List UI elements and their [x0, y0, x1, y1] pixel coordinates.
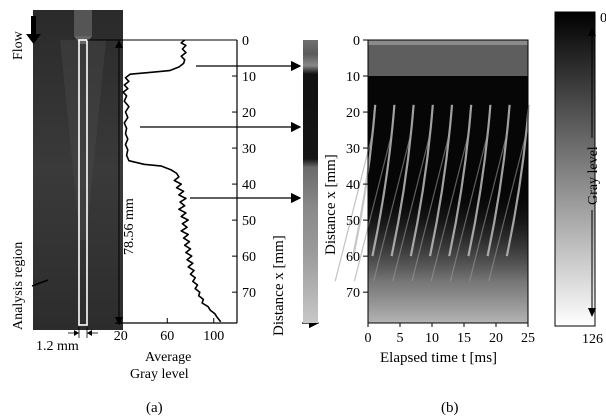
transfer-arrows: [140, 60, 320, 329]
flow-label: Flow: [11, 30, 26, 60]
profile-y-tick-label: 20: [242, 106, 256, 121]
map-streak-shadow: [373, 134, 412, 282]
gray-level-strip: [303, 40, 318, 323]
map-streak-shadow: [353, 134, 392, 282]
profile-x-tick-label: 100: [203, 329, 224, 344]
map-x-ticks: 0 5 10 15 20 25: [365, 323, 535, 346]
profile-xlabel-line1: Average: [145, 350, 191, 365]
map-x-tick-label: 5: [397, 331, 404, 346]
map-streak: [428, 104, 454, 257]
map-streak-shadow: [469, 134, 508, 282]
profile-y-ticks: 0 10 20 30 40 50 60 70: [232, 34, 256, 301]
map-y-tick-label: 30: [346, 142, 360, 157]
map-streak: [390, 104, 415, 257]
profile-y-tick-label: 40: [242, 178, 256, 193]
panel-a-caption: (a): [146, 400, 163, 416]
map-x-tick-label: 20: [489, 331, 503, 346]
map-y-tick-label: 20: [346, 106, 360, 121]
profile-x-tick-label: 60: [160, 329, 174, 344]
map-y-tick-label: 60: [346, 250, 360, 265]
map-streak: [505, 104, 530, 257]
map-ylabel: Distance x [mm]: [323, 154, 339, 255]
width-dimension: [68, 327, 98, 338]
map-y-tick-label: 0: [353, 34, 360, 49]
panel-a-photo: [33, 10, 123, 330]
map-streak-shadow: [430, 134, 469, 282]
profile-y-tick-label: 0: [242, 34, 249, 49]
analysis-region-label: Analysis region: [11, 242, 26, 330]
profile-ylabel: Distance x [mm]: [271, 235, 287, 336]
colorbar-max-label: 126: [582, 332, 603, 347]
map-bottom-gradient: [368, 185, 528, 323]
average-gray-level-chart: 0 10 20 30 40 50 60 70 20 60 100: [114, 34, 256, 344]
profile-y-tick-label: 70: [242, 286, 256, 301]
map-streak: [486, 104, 511, 257]
map-y-ticks: 0 10 20 30 40 50 60 70: [346, 34, 368, 301]
map-streak: [448, 104, 473, 257]
profile-y-tick-label: 10: [242, 70, 256, 85]
map-streak-shadow: [488, 134, 527, 282]
colorbar-min-label: 0: [600, 11, 606, 26]
map-streak-shadow: [411, 134, 450, 282]
map-streak: [409, 104, 434, 257]
length-label: 78.56 mm: [122, 198, 137, 255]
flow-arrow-icon: [26, 16, 41, 44]
profile-line: [122, 39, 222, 323]
map-x-tick-label: 0: [365, 331, 372, 346]
profile-y-tick-label: 50: [242, 214, 256, 229]
map-y-tick-label: 70: [346, 286, 360, 301]
map-streak-shadow: [392, 134, 431, 282]
map-streak-shadow: [334, 134, 373, 282]
map-xlabel: Elapsed time t [ms]: [380, 350, 497, 366]
map-top-band: [368, 40, 528, 76]
map-streak-shadow: [449, 134, 488, 282]
colorbar-range-arrow: [588, 27, 596, 317]
spatiotemporal-map: 0 10 20 30 40 50 60 70 0 5 10 15 20 25: [334, 34, 535, 346]
map-y-tick-label: 10: [346, 70, 360, 85]
profile-y-tick-label: 60: [242, 250, 256, 265]
map-x-tick-label: 15: [457, 331, 471, 346]
panel-b-caption: (b): [441, 400, 459, 416]
profile-y-tick-label: 30: [242, 142, 256, 157]
analysis-region-pointer: [31, 279, 49, 287]
map-y-tick-label: 50: [346, 214, 360, 229]
map-streaks: [334, 104, 530, 282]
colorbar: [554, 11, 596, 327]
map-x-tick-label: 25: [521, 331, 535, 346]
profile-x-tick-label: 20: [114, 329, 128, 344]
map-x-tick-label: 10: [425, 331, 439, 346]
map-streak: [352, 104, 377, 257]
map-y-tick-label: 40: [346, 178, 360, 193]
map-streak: [371, 104, 396, 257]
colorbar-label: Gray level: [586, 146, 601, 205]
profile-x-ticks: 20 60 100: [114, 318, 224, 344]
width-label: 1.2 mm: [36, 339, 79, 354]
profile-xlabel-line2: Gray level: [130, 367, 189, 382]
map-streak: [467, 104, 492, 257]
analysis-region-box: [78, 39, 88, 326]
